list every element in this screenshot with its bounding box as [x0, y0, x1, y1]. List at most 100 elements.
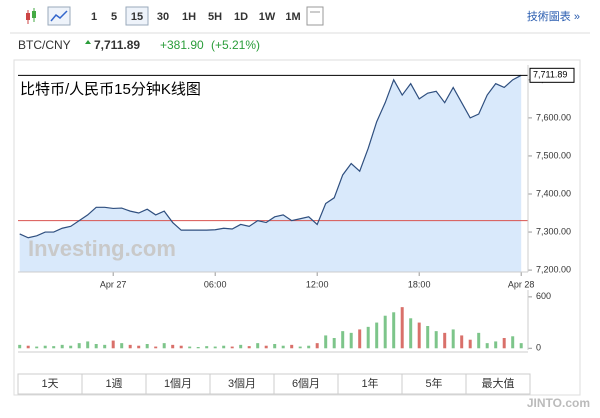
volume-bar — [315, 343, 319, 349]
x-tick-label: 06:00 — [204, 279, 227, 289]
range-label: 1個月 — [164, 377, 192, 390]
volume-bar — [502, 338, 506, 349]
volume-bar — [145, 344, 149, 349]
last-price-label: 7,711.89 — [533, 70, 567, 80]
volume-bar — [137, 345, 141, 349]
y-tick-label: 7,500.00 — [536, 150, 571, 160]
up-arrow — [85, 40, 91, 44]
volume-bar — [162, 343, 166, 349]
volume-bar — [477, 332, 481, 349]
volume-bar — [307, 345, 311, 349]
volume-bar — [298, 346, 302, 349]
volume-bar — [239, 344, 243, 349]
technical-chart-link[interactable]: 技術圖表 » — [527, 9, 580, 23]
volume-bar — [69, 345, 73, 349]
interval-button[interactable]: 1M — [285, 11, 300, 23]
volume-bar — [494, 341, 498, 349]
volume-bar — [443, 332, 447, 349]
range-label: 最大值 — [482, 376, 515, 390]
line-icon-glyph — [50, 10, 68, 22]
volume-bar — [434, 331, 438, 349]
range-label: 5年 — [425, 376, 442, 390]
volume-bar — [60, 344, 64, 349]
volume-bar — [188, 346, 192, 349]
range-label: 1天 — [41, 378, 58, 390]
interval-button[interactable]: 5 — [111, 11, 117, 23]
volume-bar — [290, 344, 294, 349]
area-fill — [19, 75, 522, 272]
volume-bar — [392, 312, 396, 349]
volume-bar — [256, 343, 260, 349]
volume-bar — [205, 346, 209, 349]
volume-bar — [111, 340, 115, 349]
volume-bar — [417, 322, 421, 349]
interval-button[interactable]: 5H — [208, 11, 222, 23]
volume-bar — [341, 331, 345, 349]
volume-bar — [103, 344, 107, 349]
volume-bar — [120, 343, 124, 349]
volume-bar — [26, 345, 30, 349]
volume-bar — [519, 343, 523, 349]
volume-bar — [273, 344, 277, 349]
y-tick-label: 7,200.00 — [536, 264, 571, 274]
line-icon[interactable] — [47, 6, 71, 26]
volume-bar — [171, 344, 175, 349]
last-price-box — [529, 67, 575, 83]
chart-title: 比特币/人民币15分钟K线图 — [20, 81, 201, 98]
volume-bar — [94, 344, 98, 349]
y-tick-label: 0 — [536, 343, 541, 353]
volume-bar — [230, 346, 234, 349]
y-tick-label: 7,600.00 — [536, 112, 571, 122]
interval-button[interactable]: 30 — [157, 11, 169, 23]
x-tick-label: 12:00 — [306, 279, 329, 289]
interval-button[interactable]: 1 — [91, 11, 97, 23]
candle-icon[interactable] — [26, 8, 36, 24]
volume-bar — [264, 345, 268, 349]
volume-bar — [77, 343, 81, 349]
volume-bar — [86, 341, 90, 349]
volume-bar — [179, 345, 183, 349]
range-label: 1週 — [105, 377, 122, 390]
y-tick-label: 7,300.00 — [536, 226, 571, 236]
volume-bar — [196, 347, 200, 349]
volume-bar — [358, 329, 362, 349]
chart-frame — [13, 59, 581, 396]
volume-bar — [213, 346, 217, 349]
range-button[interactable] — [465, 373, 531, 395]
x-tick-label: Apr 28 — [508, 279, 535, 289]
price: 7,711.89 — [94, 38, 140, 52]
interval-selected — [125, 6, 149, 26]
interval-button[interactable]: 15 — [131, 11, 143, 23]
watermark: Investing.com — [28, 236, 176, 261]
volume-bar — [154, 346, 158, 349]
range-label: 1年 — [361, 376, 378, 390]
volume-bar — [409, 318, 413, 349]
change-pct: (+5.21%) — [211, 38, 260, 52]
change: +381.90 — [160, 38, 204, 52]
interval-button[interactable]: 1D — [234, 11, 248, 23]
volume-bar — [511, 336, 515, 349]
corner-watermark: JINTO.com — [527, 396, 590, 410]
volume-bar — [451, 329, 455, 349]
volume-bar — [324, 335, 328, 349]
y-tick-label: 7,400.00 — [536, 188, 571, 198]
settings-icon[interactable] — [306, 6, 324, 26]
interval-button[interactable]: 1H — [182, 11, 196, 23]
volume-bar — [18, 344, 22, 349]
volume-bar — [375, 322, 379, 349]
volume-bar — [247, 346, 251, 349]
volume-bar — [426, 326, 430, 349]
volume-bar — [222, 345, 226, 349]
volume-bar — [43, 345, 47, 349]
range-label: 6個月 — [292, 377, 320, 390]
volume-bar — [52, 346, 56, 349]
symbol: BTC/CNY — [18, 38, 71, 52]
volume-bar — [349, 332, 353, 349]
volume-bar — [460, 335, 464, 349]
volume-bar — [485, 343, 489, 349]
interval-button[interactable]: 1W — [259, 11, 276, 23]
volume-bar — [366, 326, 370, 349]
volume-bar — [400, 307, 404, 349]
volume-bar — [332, 338, 336, 349]
x-tick-label: 18:00 — [408, 279, 431, 289]
